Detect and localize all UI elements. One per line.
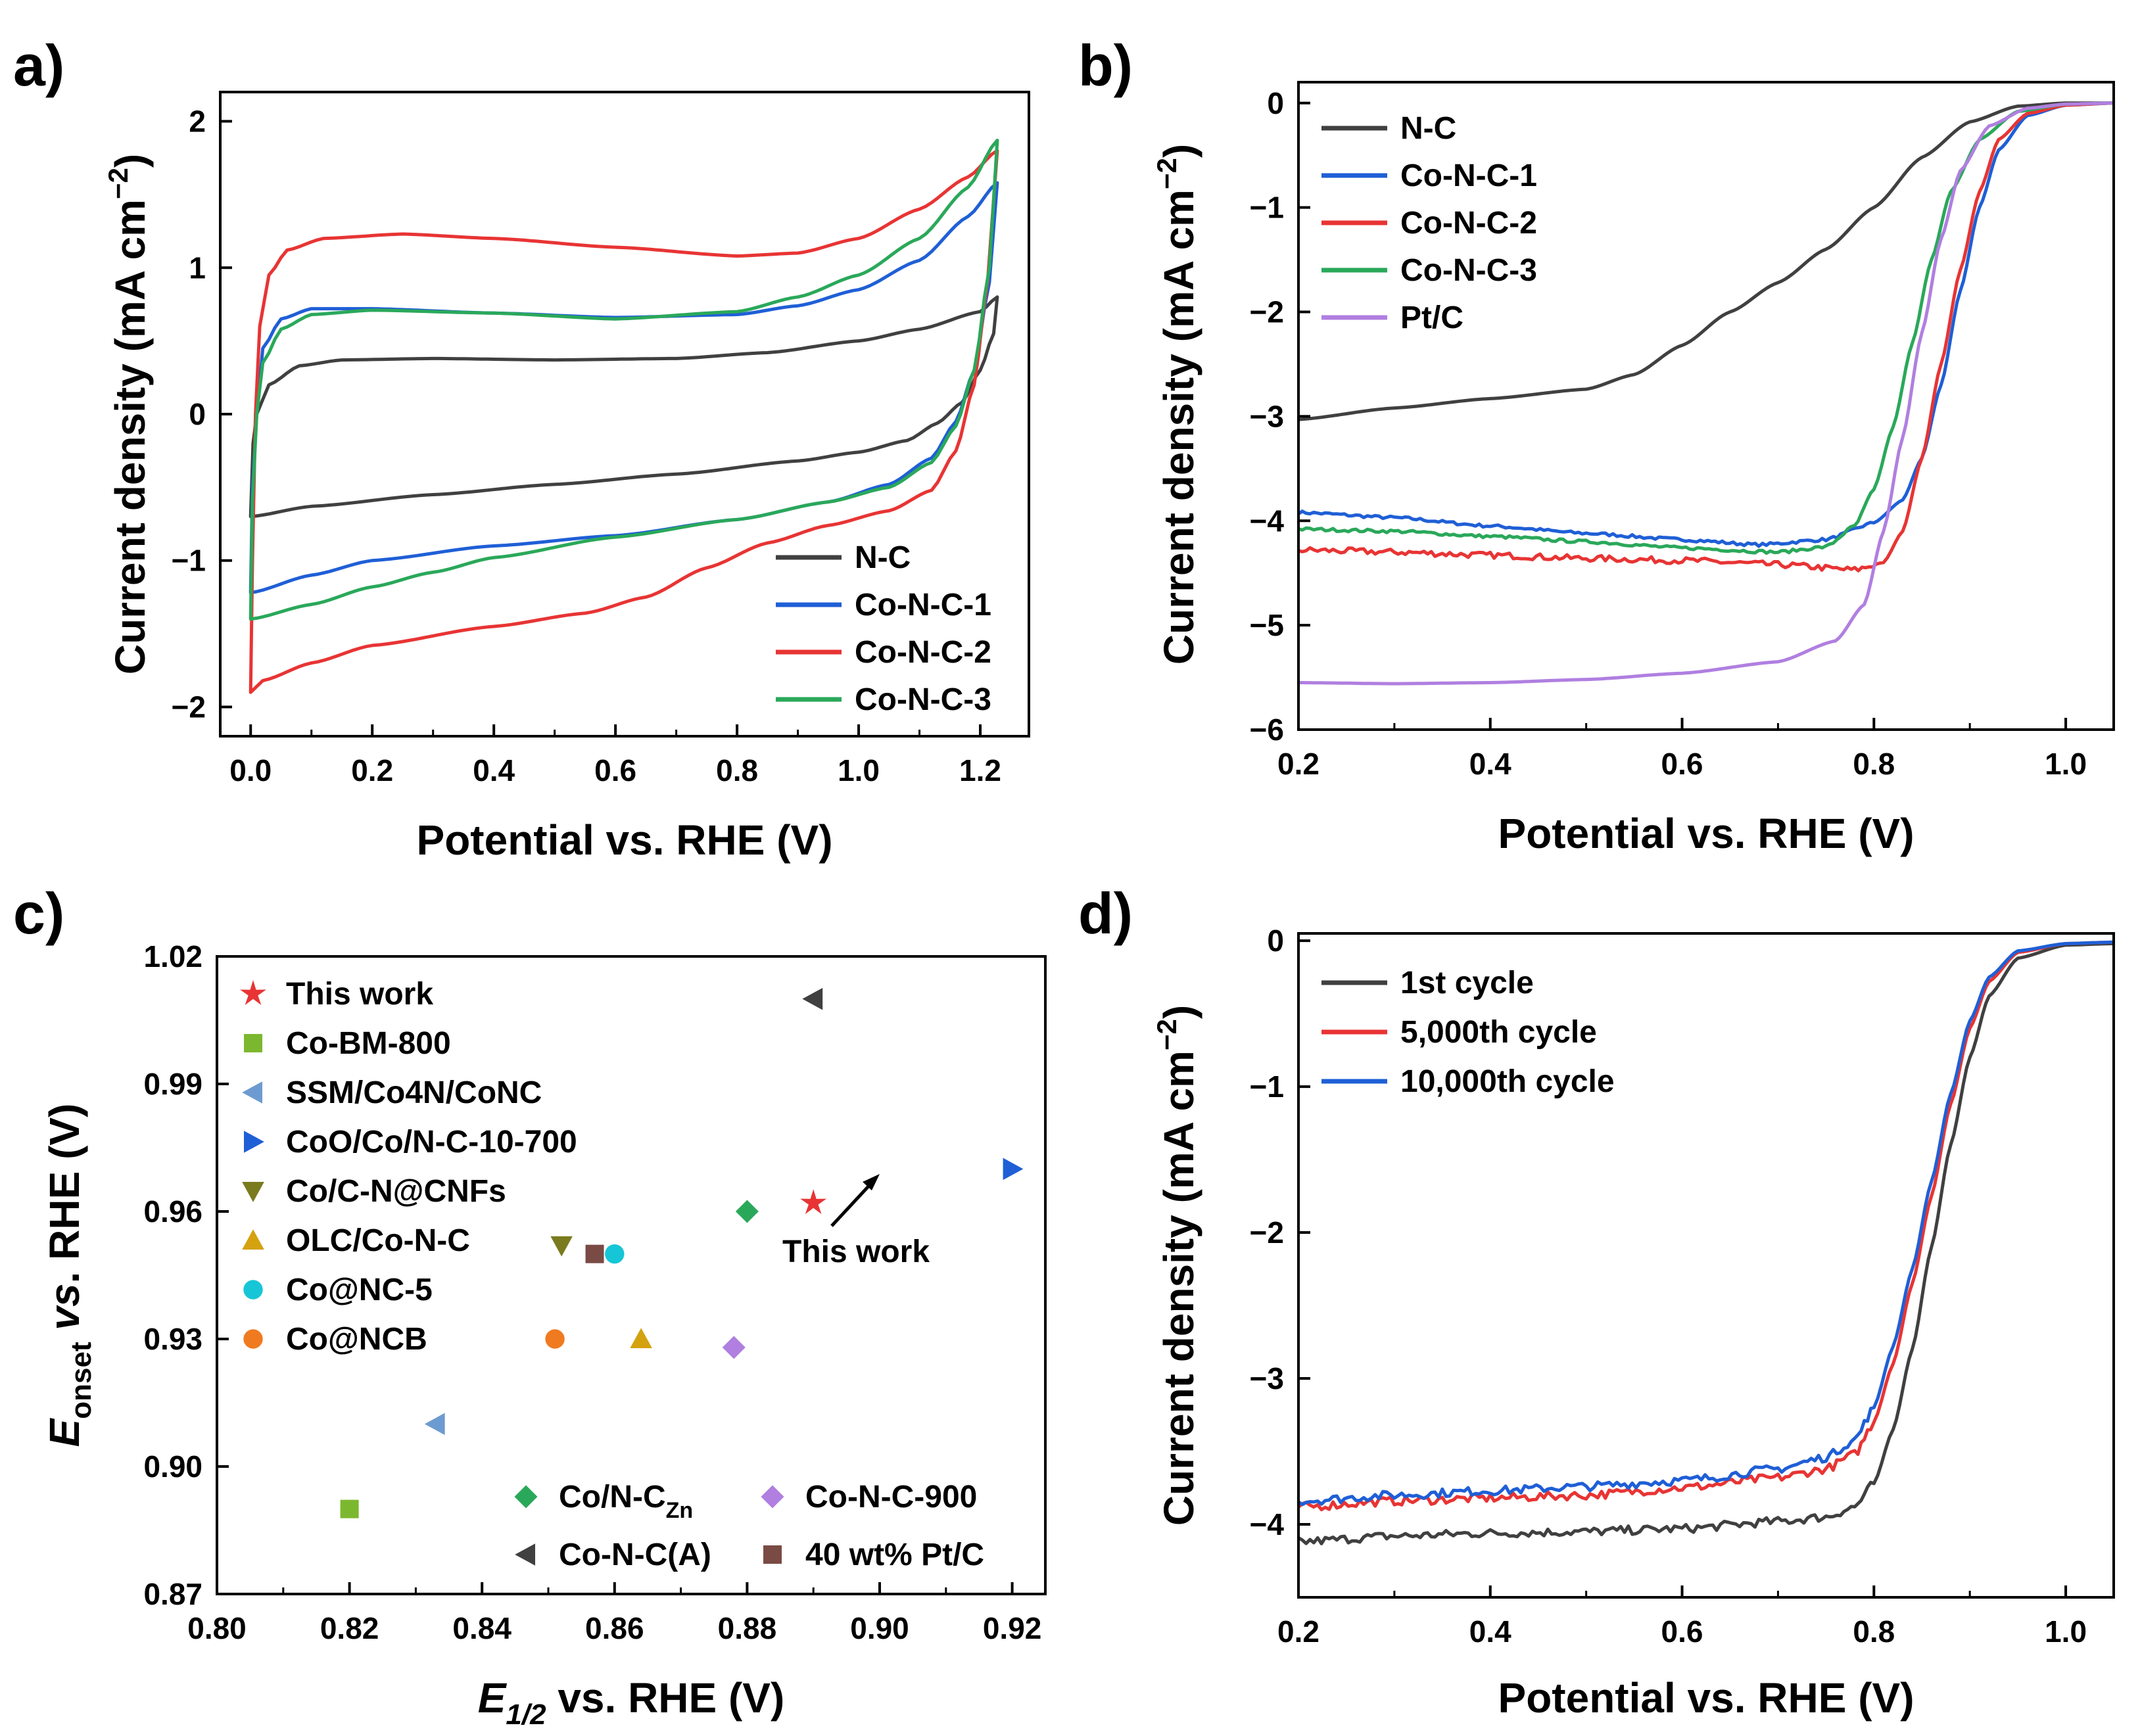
legend-label-pt-c: Pt/C	[1400, 300, 1463, 335]
panel-c-x-tick-label: 0.84	[452, 1611, 511, 1645]
legend-label-5000th-cycle: 5,000th cycle	[1400, 1015, 1597, 1050]
panel-c-y-tick-label: 0.87	[143, 1577, 202, 1611]
point-co-bm-800	[341, 1500, 359, 1518]
panel-a-x-tick-label: 0.2	[351, 753, 393, 787]
legend-label-co-n-c-2: Co-N-C-2	[855, 635, 991, 670]
legend-label-10000th-cycle: 10,000th cycle	[1400, 1064, 1615, 1099]
panel-a-y-tick-label: 2	[189, 105, 206, 139]
panel-c-y-tick-label: 0.99	[143, 1067, 202, 1101]
figure-background	[0, 0, 2140, 1736]
panel-c-x-tick-label: 0.90	[850, 1611, 909, 1645]
panel-d-y-axis-title: Current density (mA cm−2)	[1151, 1005, 1202, 1526]
legend-label-co-bm-800: Co-BM-800	[286, 1026, 451, 1061]
panel-b-x-tick-label: 0.4	[1469, 747, 1511, 781]
panel-d-x-tick-label: 0.2	[1277, 1614, 1320, 1649]
legend-marker-co-ncb	[243, 1329, 262, 1348]
panel-a-y-tick-label: 0	[189, 397, 206, 431]
panel-a-x-tick-label: 1.2	[959, 753, 1001, 787]
panel-d-x-tick-label: 0.4	[1469, 1614, 1511, 1649]
panel-c-label: c)	[13, 881, 64, 946]
panel-b-y-tick-label: −6	[1250, 713, 1284, 747]
legend-label-co-n-c-2: Co-N-C-2	[1400, 206, 1537, 241]
panel-a-x-tick-label: 0.8	[716, 753, 758, 787]
panel-b-x-tick-label: 0.8	[1853, 747, 1895, 781]
panel-b-y-tick-label: −1	[1250, 191, 1284, 225]
panel-a-label: a)	[13, 33, 64, 98]
panel-b-x-tick-label: 1.0	[2045, 747, 2087, 781]
legend-label-co-ncb: Co@NCB	[286, 1322, 427, 1357]
legend-label-co-n-c-1: Co-N-C-1	[1400, 158, 1537, 193]
legend-label-olc-co-n-c: OLC/Co-N-C	[286, 1223, 470, 1258]
legend-label-1st-cycle: 1st cycle	[1400, 966, 1534, 1000]
this-work-annotation: This work	[782, 1234, 930, 1269]
legend-marker-co-nc-5	[243, 1280, 262, 1299]
panel-d-x-axis-title: Potential vs. RHE (V)	[1498, 1674, 1914, 1722]
panel-b-y-tick-label: −2	[1250, 295, 1284, 329]
panel-a-x-tick-label: 0.6	[594, 753, 636, 787]
legend-label-n-c: N-C	[1400, 111, 1456, 146]
panel-a-x-tick-label: 0.0	[229, 753, 272, 787]
legend-label-co-n-c-900: Co-N-C-900	[805, 1480, 977, 1514]
panel-a-x-tick-label: 1.0	[838, 753, 880, 787]
panel-c-x-tick-label: 0.92	[983, 1611, 1042, 1645]
panel-c-y-tick-label: 0.90	[143, 1449, 202, 1484]
panel-d-y-tick-label: −1	[1250, 1069, 1284, 1104]
legend-marker-40-wt-pt-c	[763, 1545, 782, 1564]
panel-d-x-tick-label: 0.6	[1661, 1614, 1703, 1649]
panel-b-x-axis-title: Potential vs. RHE (V)	[1498, 810, 1914, 857]
legend-label-co-n-c-3: Co-N-C-3	[1400, 253, 1537, 288]
legend-label-coo-co-n-c-10-700: CoO/Co/N-C-10-700	[286, 1125, 577, 1160]
panel-b-y-tick-label: −3	[1250, 399, 1284, 433]
panel-d-y-tick-label: −3	[1250, 1361, 1284, 1396]
legend-label-40-wt-pt-c: 40 wt% Pt/C	[805, 1537, 984, 1572]
legend-label-co-c-n-cnfs: Co/C-N@CNFs	[286, 1174, 506, 1209]
panel-c-y-tick-label: 0.93	[143, 1322, 202, 1356]
panel-c-x-tick-label: 0.86	[585, 1611, 644, 1645]
panel-a-y-tick-label: 1	[189, 250, 206, 285]
panel-c-x-tick-label: 0.82	[320, 1611, 379, 1645]
legend-label-co-n-c-3: Co-N-C-3	[855, 682, 991, 717]
panel-b-label: b)	[1078, 33, 1133, 98]
panel-b-y-tick-label: 0	[1267, 86, 1284, 120]
panel-b-y-axis-title: Current density (mA cm−2)	[1151, 144, 1202, 665]
panel-c-y-tick-label: 0.96	[143, 1194, 202, 1229]
panel-c-y-tick-label: 1.02	[143, 939, 202, 974]
point-40-wt-pt-c	[586, 1245, 604, 1263]
figure: a) 0.0 0.2 0.4 0.6 0.8 1.0 1.2 −2 −1 0 1 2 Potentia…	[0, 0, 2140, 1736]
legend-label-this-work: This work	[286, 977, 433, 1012]
panel-a-y-tick-label: −2	[172, 690, 206, 724]
legend-label-ssm-co4n-conc: SSM/Co4N/CoNC	[286, 1075, 542, 1110]
legend-label-co-n-c-a: Co-N-C(A)	[559, 1537, 711, 1572]
point-co-nc-5	[605, 1244, 624, 1263]
panel-a-y-axis-title: Current density (mA cm−2)	[103, 154, 154, 674]
panel-d-x-tick-label: 1.0	[2045, 1614, 2087, 1649]
legend-label-n-c: N-C	[855, 540, 911, 575]
panel-b-x-tick-label: 0.2	[1277, 747, 1320, 781]
panel-d-y-tick-label: −4	[1250, 1507, 1285, 1541]
legend-label-co-nc-5: Co@NC-5	[286, 1273, 433, 1307]
panel-d-y-tick-label: −2	[1250, 1215, 1284, 1250]
panel-c-x-tick-label: 0.80	[187, 1611, 247, 1645]
panel-b-y-tick-label: −5	[1250, 608, 1284, 642]
panel-b-x-tick-label: 0.6	[1661, 747, 1703, 781]
legend-marker-co-bm-800	[244, 1034, 262, 1052]
panel-d-label: d)	[1078, 881, 1133, 946]
panel-a-x-axis-title: Potential vs. RHE (V)	[417, 816, 833, 864]
panel-c-x-tick-label: 0.88	[718, 1611, 777, 1645]
panel-b-y-tick-label: −4	[1250, 504, 1285, 538]
panel-a-x-tick-label: 0.4	[473, 753, 515, 787]
legend-label-co-n-c-1: Co-N-C-1	[855, 588, 991, 622]
panel-a-y-tick-label: −1	[172, 544, 206, 578]
point-co-ncb	[545, 1329, 564, 1348]
panel-d-y-tick-label: 0	[1267, 924, 1284, 958]
panel-d-x-tick-label: 0.8	[1853, 1614, 1895, 1649]
